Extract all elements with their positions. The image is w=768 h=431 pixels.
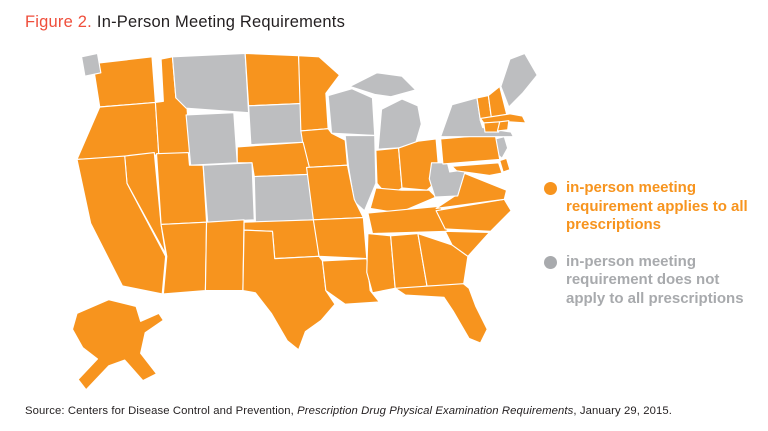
source-work-title: Prescription Drug Physical Examination R… <box>297 405 574 417</box>
state-PA <box>440 133 501 165</box>
state-CA <box>76 155 167 295</box>
legend: in-person meeting requirement applies to… <box>544 179 758 327</box>
state-RI <box>496 120 510 132</box>
state-DE <box>499 157 511 173</box>
state-WA <box>92 56 156 108</box>
source-prefix: Source: Centers for Disease Control and … <box>25 405 298 417</box>
state-WY <box>185 112 238 166</box>
legend-label-not-apply: in-person meeting requirement does not a… <box>566 252 744 307</box>
state-ME <box>500 52 538 108</box>
legend-item-not-apply: in-person meeting requirement does not a… <box>544 253 758 309</box>
state-FL <box>394 283 488 344</box>
legend-label-applies: in-person meeting requirement applies to… <box>566 179 748 234</box>
legend-dot-applies <box>544 182 557 195</box>
state-GA <box>417 232 469 287</box>
state-MO <box>305 164 364 221</box>
figure-number: Figure 2. <box>25 13 92 31</box>
legend-dot-not-apply <box>544 255 557 269</box>
state-CT <box>483 121 501 133</box>
state-AR <box>312 217 368 260</box>
state-MI-upper <box>349 72 417 98</box>
source-suffix: , January 29, 2015. <box>573 405 673 417</box>
state-MD <box>451 162 503 176</box>
legend-item-applies: in-person meeting requirement applies to… <box>544 179 758 235</box>
state-NM <box>204 219 245 292</box>
state-MS <box>366 232 396 294</box>
figure-title-text: In-Person Meeting Requirements <box>96 13 346 31</box>
us-states-map <box>71 52 538 391</box>
state-SD <box>248 103 304 146</box>
state-MT <box>171 52 250 114</box>
state-WI <box>327 88 376 137</box>
state-AK <box>71 299 164 391</box>
state-NY <box>440 97 514 138</box>
state-SC <box>444 230 491 257</box>
source-line: Source: Centers for Disease Control and … <box>25 405 672 417</box>
state-ND <box>244 52 302 107</box>
state-OR <box>76 101 160 161</box>
figure-title: Figure 2. In-Person Meeting Requirements <box>25 13 345 32</box>
state-KS <box>253 173 316 223</box>
state-AZ <box>160 221 208 295</box>
state-CO <box>202 162 255 223</box>
state-MI-lower <box>377 98 422 150</box>
nw-coast-fragment <box>80 52 102 77</box>
state-TX <box>242 229 336 351</box>
